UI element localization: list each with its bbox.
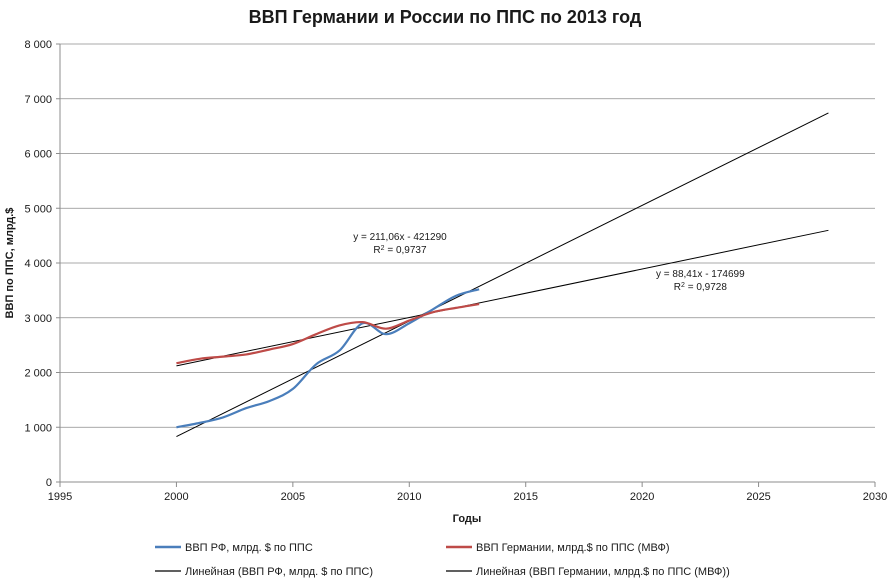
- y-tick-label: 2 000: [24, 368, 52, 380]
- gridlines: [60, 43, 875, 428]
- y-tick-label: 8 000: [24, 39, 52, 51]
- legend-label-3: Линейная (ВВП Германии, млрд.$ по ППС (М…: [476, 566, 730, 578]
- x-tick-label: 2005: [281, 491, 305, 503]
- x-axis-title: Годы: [453, 513, 482, 525]
- x-tick-label: 2020: [630, 491, 654, 503]
- y-tick-label: 7 000: [24, 94, 52, 106]
- legend-label-2: Линейная (ВВП РФ, млрд. $ по ППС): [185, 566, 373, 578]
- series-line-1: [176, 302, 480, 365]
- y-tick-label: 0: [46, 477, 52, 489]
- x-tick-label: 2010: [397, 491, 421, 503]
- trend-equation-1: y = 88,41x - 174699: [656, 269, 745, 280]
- trendlines: [176, 112, 829, 438]
- axes: 0 1 000 2 000 3 000 4 000 5 000 6 000 7 000 8 00…: [24, 39, 887, 503]
- x-tick-label: 1995: [48, 491, 72, 503]
- y-tick-label: 6 000: [24, 149, 52, 161]
- y-tick-label: 5 000: [24, 203, 52, 215]
- trend-equations: y = 211,06x - 421290 R2 = 0,9737 y = 88,41…: [353, 232, 745, 293]
- legend-label-0: ВВП РФ, млрд. $ по ППС: [185, 542, 313, 554]
- trend-r-squared-0: R2 = 0,9737: [373, 245, 427, 257]
- x-tick-label: 2030: [863, 491, 887, 503]
- chart-title: ВВП Германии и России по ППС по 2013 год: [249, 7, 642, 27]
- legend: ВВП РФ, млрд. $ по ППС ВВП Германии, млрд…: [155, 542, 730, 578]
- trend-r-squared-1: R2 = 0,9728: [674, 282, 728, 294]
- y-tick-label: 4 000: [24, 258, 52, 270]
- x-tick-label: 2015: [513, 491, 537, 503]
- y-tick-label: 3 000: [24, 313, 52, 325]
- trend-equation-0: y = 211,06x - 421290: [353, 232, 447, 243]
- data-series: [176, 288, 480, 429]
- x-tick-label: 2025: [746, 491, 770, 503]
- trendline-2: [176, 112, 829, 438]
- trendline-3: [176, 229, 829, 367]
- y-axis-title: ВВП по ППС, млрд.$: [4, 208, 16, 319]
- y-tick-label: 1 000: [24, 422, 52, 434]
- series-line-0: [176, 288, 480, 429]
- legend-label-1: ВВП Германии, млрд.$ по ППС (МВФ): [476, 542, 670, 554]
- x-tick-label: 2000: [164, 491, 188, 503]
